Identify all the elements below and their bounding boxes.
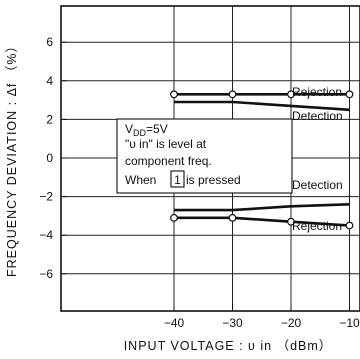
x-axis-ticks: −40−30−20−100 <box>164 305 360 330</box>
series-label-detection: Detection <box>292 109 343 123</box>
series-label-detection: Detection <box>292 178 343 192</box>
x-tick-label: −20 <box>281 316 302 330</box>
data-point <box>287 217 295 226</box>
series-group <box>170 90 354 230</box>
annotation-background <box>116 118 293 194</box>
y-tick-label: 0 <box>46 151 53 165</box>
series-label-rejection: Rejection <box>292 219 342 233</box>
series-line-rejection-3 <box>174 216 350 227</box>
key-1-box <box>170 170 185 188</box>
data-point <box>228 213 237 222</box>
data-point <box>170 90 178 99</box>
y-axis-ticks: 6 4 2 0 −2 −4 −6 <box>39 35 67 281</box>
data-point <box>345 221 354 230</box>
x-tick-label: −10 <box>339 316 360 330</box>
series-line-detection-1 <box>174 100 350 112</box>
key-1-label: 1 <box>174 173 181 187</box>
data-point <box>345 90 354 99</box>
data-point <box>287 90 295 99</box>
data-point <box>170 213 178 222</box>
y-tick-label: 4 <box>46 74 53 88</box>
x-axis-title: INPUT VOLTAGE : υ in （dBm） <box>124 339 333 353</box>
y-axis-title: FREQUENCY DEVIATION : Δf （%） <box>5 39 19 277</box>
data-point <box>228 90 237 99</box>
y-tick-label: 6 <box>46 35 53 49</box>
annotation-line-4-suffix: is pressed <box>186 173 241 187</box>
x-tick-label: −30 <box>222 316 243 330</box>
annotation-line-4-prefix: When <box>125 173 156 187</box>
y-tick-label: 2 <box>46 112 53 126</box>
y-tick-label: −2 <box>39 190 53 204</box>
series-label-rejection: Rejection <box>292 85 342 99</box>
annotation-vdd: VDD=5V <box>125 122 168 138</box>
series-line-detection-2 <box>174 203 350 212</box>
annotation-line-3: component freq. <box>125 154 212 168</box>
annotation-line-2: "υ in" is level at <box>125 137 207 151</box>
y-tick-label: −6 <box>39 267 53 281</box>
annotation-box: VDD=5V "υ in" is level at component freq… <box>116 118 293 194</box>
y-tick-label: −4 <box>39 228 53 242</box>
x-tick-label: −40 <box>164 316 185 330</box>
series-labels: Rejection Detection Detection Rejection <box>292 85 343 233</box>
